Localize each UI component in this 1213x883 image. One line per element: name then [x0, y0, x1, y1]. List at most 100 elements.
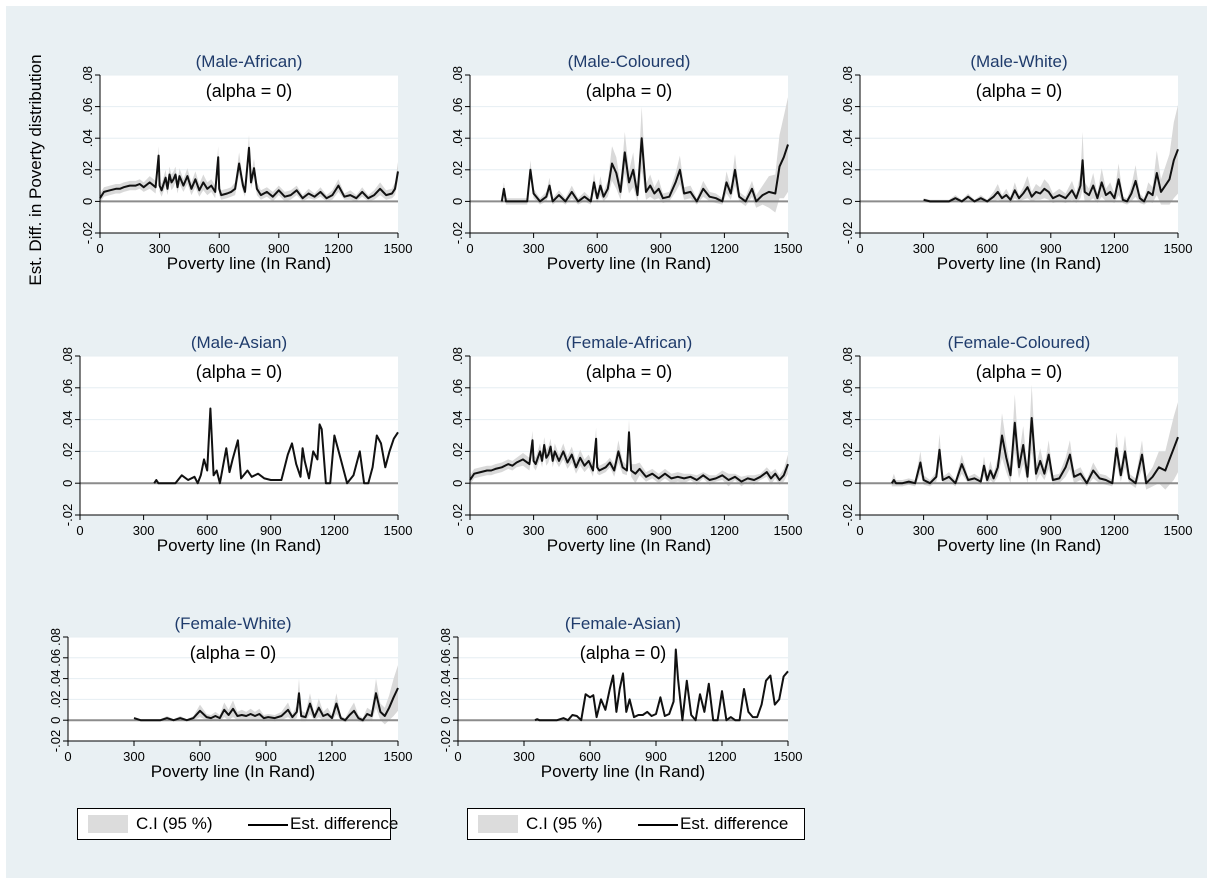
y-tick-label: .02 — [48, 690, 63, 708]
panel-6: -.020.02.04.06.080 300 600 900 1200 1500Pover… — [840, 333, 1192, 555]
plot-area — [458, 637, 788, 741]
y-tick-label: .08 — [840, 66, 855, 84]
y-tick-label: .08 — [438, 628, 453, 646]
panel-subtitle: (alpha = 0) — [190, 643, 277, 663]
x-tick-label: 300 — [123, 749, 145, 764]
x-tick-label: 1200 — [710, 523, 739, 538]
y-tick-label: .06 — [60, 379, 75, 397]
est-difference-line — [133, 687, 399, 722]
x-tick-label: 300 — [913, 241, 935, 256]
x-tick-label: 900 — [268, 241, 290, 256]
panel-title: (Male-Asian) — [191, 333, 287, 352]
x-tick-label: 0 — [76, 523, 83, 538]
y-tick-label: -.02 — [450, 222, 465, 244]
y-tick-label: .02 — [60, 442, 75, 460]
panel-2: -.020.02.04.06.080 300 600 900 1200 1500Pover… — [450, 52, 802, 273]
x-tick-label: 0 — [454, 749, 461, 764]
x-tick-label: 1500 — [1164, 523, 1193, 538]
panel-subtitle: (alpha = 0) — [196, 362, 283, 382]
x-tick-label: 900 — [650, 241, 672, 256]
x-tick-label: 0 — [856, 523, 863, 538]
x-tick-label: 1500 — [384, 749, 413, 764]
panel-title: (Male-African) — [196, 52, 303, 71]
legend-line-swatch — [248, 824, 288, 826]
x-axis-title: Poverty line (In Rand) — [157, 536, 321, 555]
legend-ci-label: C.I (95 %) — [526, 814, 603, 833]
x-axis-title: Poverty line (In Rand) — [541, 762, 705, 781]
y-tick-label: .02 — [450, 442, 465, 460]
x-tick-label: 1500 — [1164, 241, 1193, 256]
y-tick-label: .06 — [450, 98, 465, 116]
est-difference-line — [890, 417, 1179, 485]
x-axis-title: Poverty line (In Rand) — [937, 536, 1101, 555]
panel-subtitle: (alpha = 0) — [976, 81, 1063, 101]
est-difference-line — [469, 431, 789, 483]
x-tick-label: 1200 — [324, 241, 353, 256]
x-tick-label: 900 — [645, 749, 667, 764]
y-tick-label: .08 — [60, 347, 75, 365]
x-tick-label: 300 — [523, 241, 545, 256]
legend-right: C.I (95 %) Est. difference — [467, 808, 805, 840]
est-difference-line — [99, 146, 399, 200]
y-tick-label: 0 — [840, 480, 855, 487]
x-tick-label: 1200 — [710, 241, 739, 256]
panel-subtitle: (alpha = 0) — [976, 362, 1063, 382]
est-difference-line — [500, 137, 789, 203]
panel-7: -.020.02.04.06.080 300 600 900 1200 1500Pover… — [48, 614, 412, 781]
panel-subtitle: (alpha = 0) — [586, 81, 673, 101]
panel-1: -.020.02.04.06.080 300 600 900 1200 1500Pover… — [80, 52, 412, 273]
x-tick-label: 300 — [523, 523, 545, 538]
x-tick-label: 600 — [976, 241, 998, 256]
y-tick-label: .06 — [840, 379, 855, 397]
x-tick-label: 1200 — [708, 749, 737, 764]
x-axis-title: Poverty line (In Rand) — [547, 254, 711, 273]
y-tick-label: .06 — [840, 98, 855, 116]
panel-4: -.020.02.04.06.080 300 600 900 1200 1500Pover… — [60, 333, 412, 555]
x-tick-label: 600 — [976, 523, 998, 538]
plot-area — [860, 75, 1178, 233]
x-tick-label: 0 — [96, 241, 103, 256]
y-tick-label: .08 — [48, 628, 63, 646]
x-axis-title: Poverty line (In Rand) — [167, 254, 331, 273]
y-tick-label: -.02 — [840, 504, 855, 526]
x-tick-label: 300 — [913, 523, 935, 538]
x-tick-label: 300 — [133, 523, 155, 538]
x-tick-label: 1200 — [320, 523, 349, 538]
x-tick-label: 900 — [650, 523, 672, 538]
x-tick-label: 1500 — [774, 241, 803, 256]
y-tick-label: .02 — [450, 161, 465, 179]
legend-line-label: Est. difference — [290, 814, 399, 833]
x-tick-label: 0 — [466, 523, 473, 538]
y-tick-label: -.02 — [80, 222, 95, 244]
ci-band — [891, 384, 1178, 490]
x-tick-label: 300 — [513, 749, 535, 764]
legend-line-swatch — [638, 824, 678, 826]
panel-3: -.020.02.04.06.080 300 600 900 1200 1500Pover… — [840, 52, 1192, 273]
y-tick-label: .04 — [60, 411, 75, 429]
y-tick-label: .02 — [840, 161, 855, 179]
x-tick-label: 900 — [1040, 241, 1062, 256]
legend-left: C.I (95 %) Est. difference — [77, 808, 398, 840]
x-tick-label: 0 — [466, 241, 473, 256]
plot-area — [68, 637, 398, 741]
x-tick-label: 600 — [189, 749, 211, 764]
y-tick-label: .02 — [80, 161, 95, 179]
y-tick-label: -.02 — [450, 504, 465, 526]
y-tick-label: 0 — [450, 480, 465, 487]
ci-band — [134, 665, 398, 725]
x-tick-label: 0 — [64, 749, 71, 764]
x-axis-title: Poverty line (In Rand) — [937, 254, 1101, 273]
y-tick-label: .04 — [438, 670, 453, 688]
x-tick-label: 900 — [255, 749, 277, 764]
y-tick-label: .04 — [450, 129, 465, 147]
panel-title: (Female-White) — [174, 614, 291, 633]
x-tick-label: 1500 — [774, 523, 803, 538]
panel-subtitle: (alpha = 0) — [586, 362, 673, 382]
y-tick-label: 0 — [450, 198, 465, 205]
y-tick-label: 0 — [840, 198, 855, 205]
y-tick-label: -.02 — [438, 730, 453, 752]
x-tick-label: 600 — [586, 523, 608, 538]
y-tick-label: .04 — [840, 129, 855, 147]
y-tick-label: .06 — [80, 98, 95, 116]
